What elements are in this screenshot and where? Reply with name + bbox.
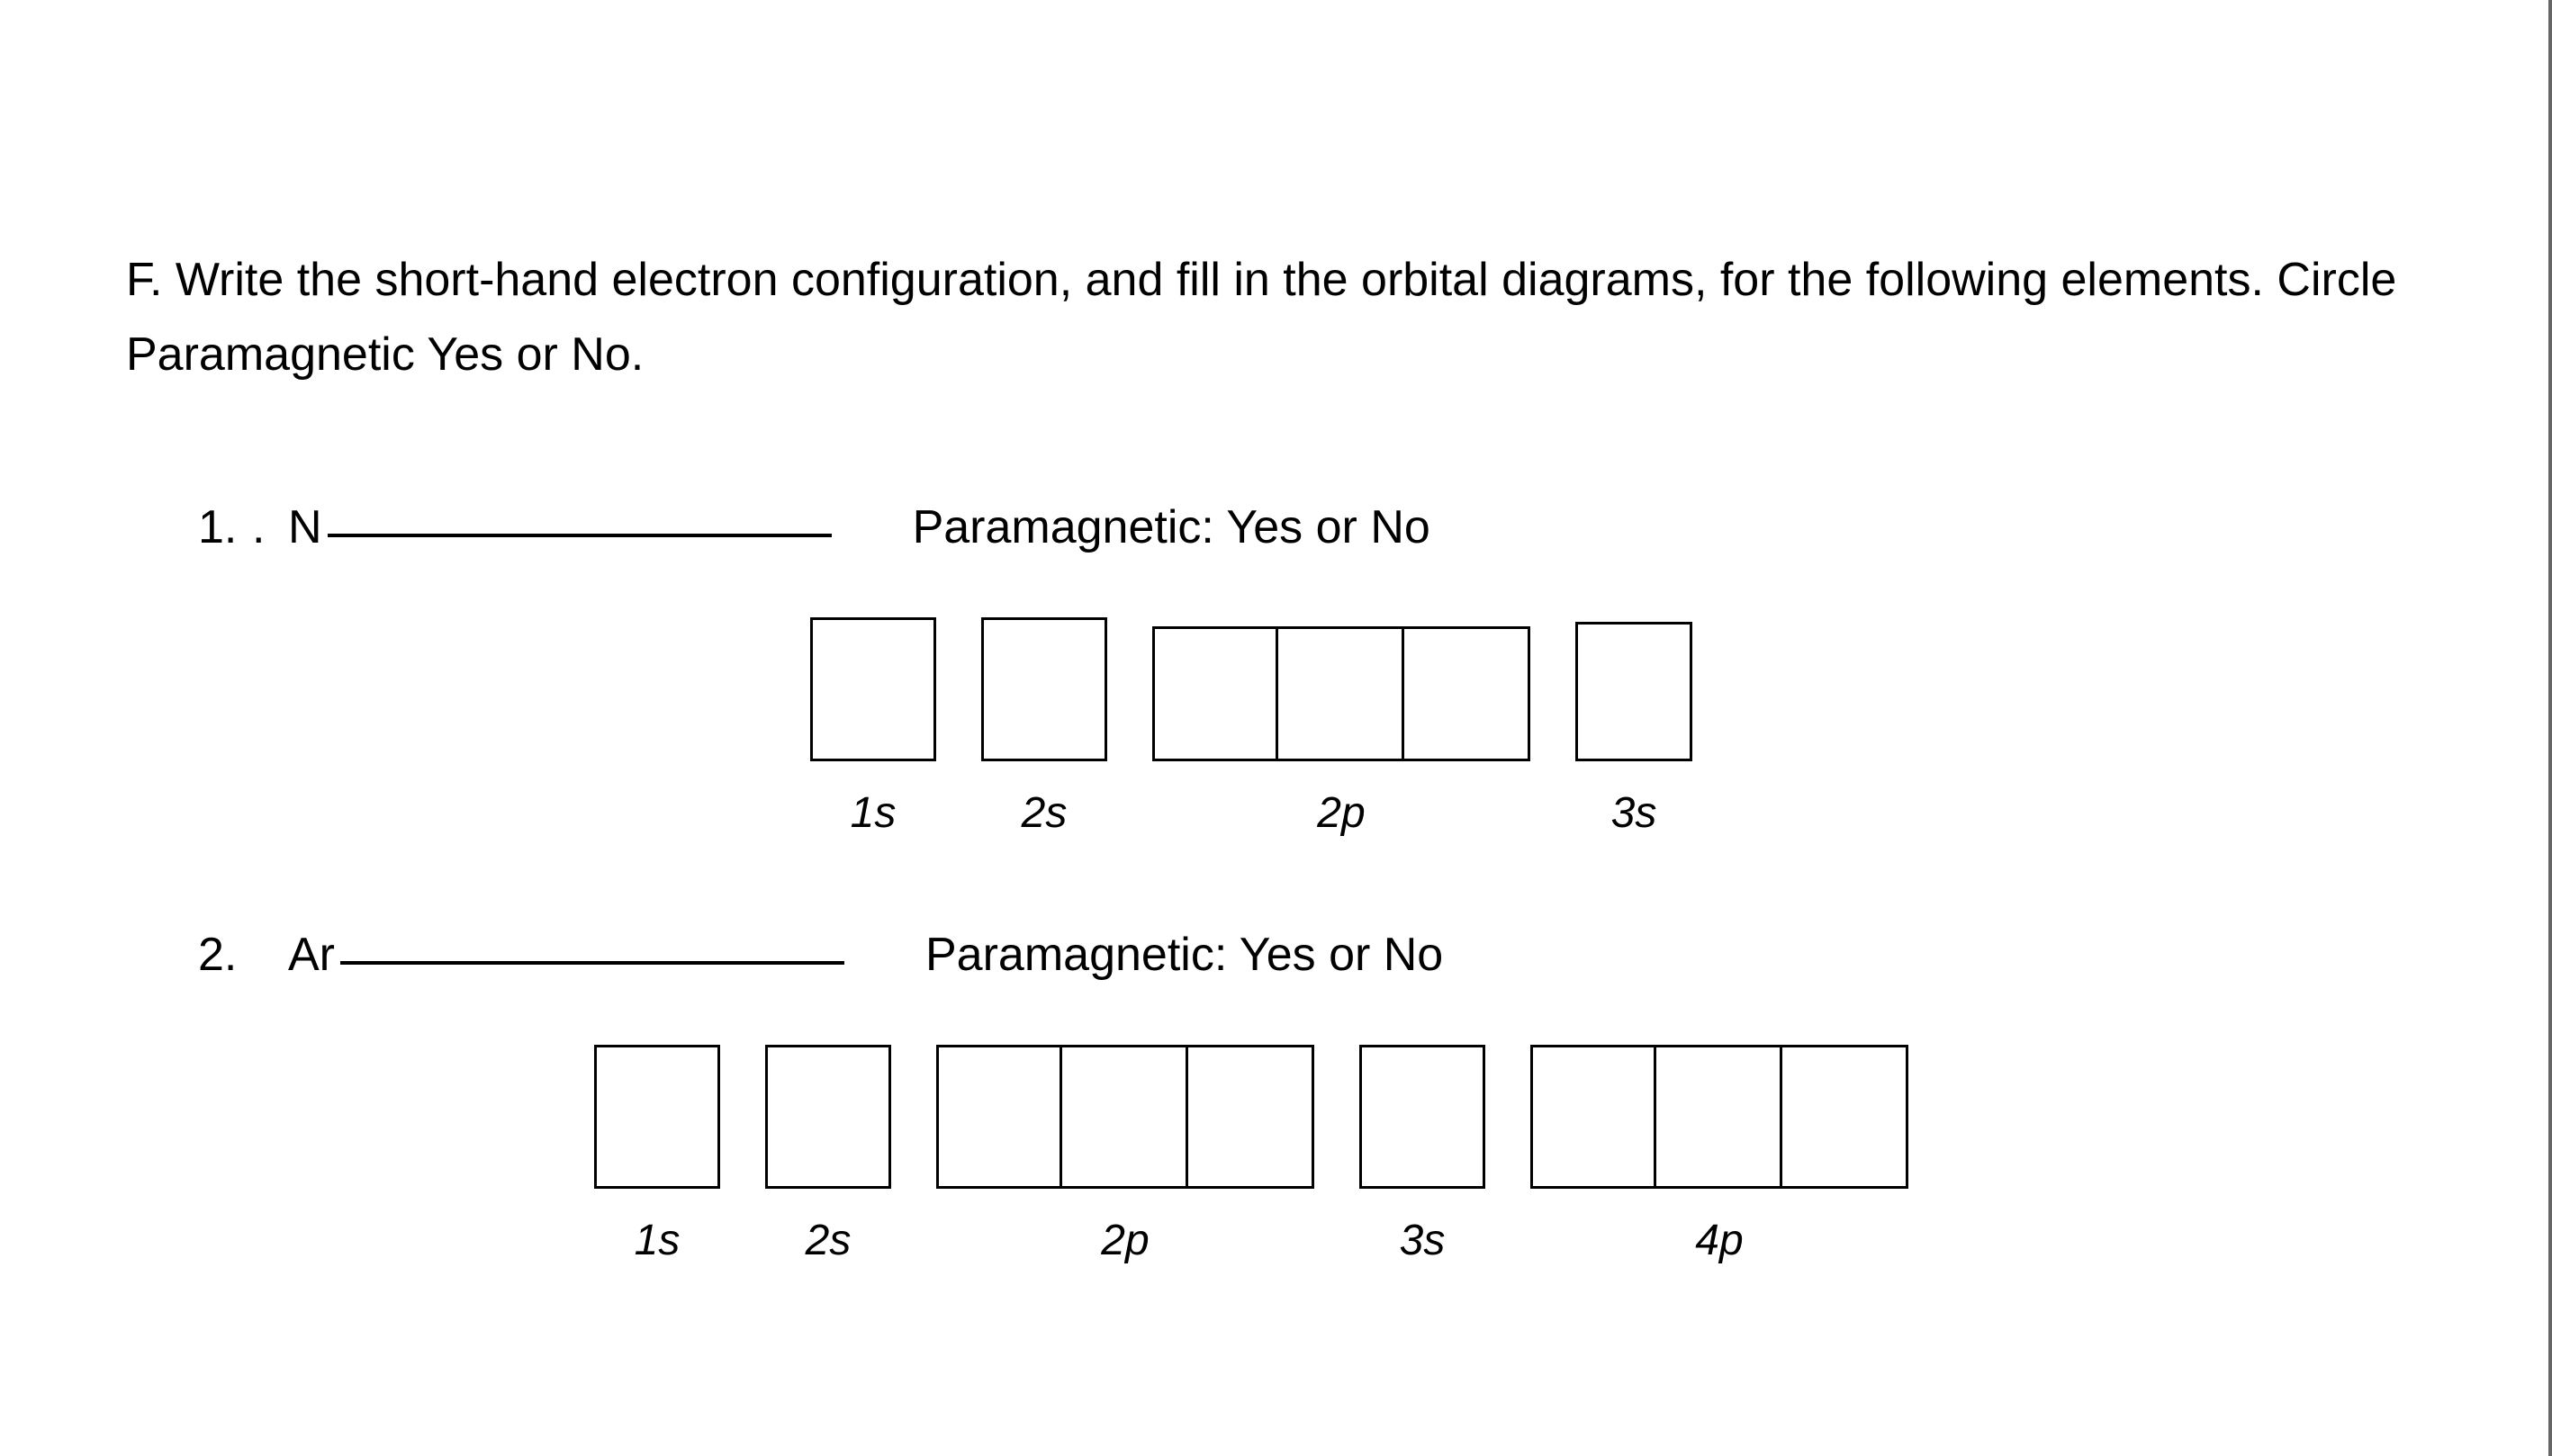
orbital-label: 2s: [1022, 788, 1068, 838]
orbital-group-1s: 1s: [810, 617, 936, 838]
orbital-group-4p: 4p: [1530, 1045, 1908, 1265]
orbital-box[interactable]: [1188, 1045, 1314, 1189]
worksheet-page: F. Write the short-hand electron configu…: [0, 0, 2552, 1456]
orbital-box[interactable]: [765, 1045, 891, 1189]
orbital-label: 2p: [1101, 1216, 1149, 1265]
problem-1-prompt: 1. . N Paramagnetic: Yes or No: [126, 500, 2422, 554]
problem-2-prompt: 2. Ar Paramagnetic: Yes or No: [126, 928, 2422, 982]
orbital-box[interactable]: [981, 617, 1107, 761]
orbital-label: 3s: [1400, 1216, 1446, 1265]
orbital-group-2s: 2s: [765, 1045, 891, 1265]
orbital-group-2p: 2p: [1152, 617, 1530, 838]
orbital-group-3s: 3s: [1359, 1045, 1485, 1265]
orbital-label: 4p: [1695, 1216, 1743, 1265]
orbital-boxes: [765, 1045, 891, 1189]
orbital-boxes: [1152, 617, 1530, 761]
orbital-diagram-1: 1s 2s 2p 3s: [126, 617, 2422, 838]
orbital-label: 1s: [851, 788, 897, 838]
orbital-group-2p: 2p: [936, 1045, 1314, 1265]
orbital-boxes: [810, 617, 936, 761]
orbital-group-3s: 3s: [1575, 617, 1692, 838]
orbital-label: 1s: [635, 1216, 681, 1265]
paramagnetic-prompt[interactable]: Paramagnetic: Yes or No: [913, 500, 1430, 554]
orbital-box[interactable]: [1530, 1045, 1656, 1189]
orbital-box[interactable]: [1404, 626, 1530, 761]
orbital-box[interactable]: [1782, 1045, 1908, 1189]
orbital-label: 2s: [806, 1216, 852, 1265]
orbital-boxes: [1530, 1045, 1908, 1189]
orbital-box[interactable]: [594, 1045, 720, 1189]
orbital-boxes: [594, 1045, 720, 1189]
element-symbol: Ar: [288, 928, 335, 982]
orbital-boxes: [1359, 1045, 1485, 1189]
config-blank[interactable]: [340, 961, 844, 965]
orbital-box[interactable]: [1656, 1045, 1782, 1189]
orbital-label: 2p: [1317, 788, 1365, 838]
problem-number: 2.: [198, 928, 252, 982]
section-letter: F.: [126, 254, 162, 306]
problem-dot: .: [252, 500, 288, 554]
orbital-boxes: [981, 617, 1107, 761]
orbital-box[interactable]: [1062, 1045, 1188, 1189]
orbital-box[interactable]: [1278, 626, 1404, 761]
problem-2: 2. Ar Paramagnetic: Yes or No 1s 2s: [126, 928, 2422, 1265]
section-instructions: F. Write the short-hand electron configu…: [126, 243, 2422, 392]
orbital-box[interactable]: [1575, 622, 1692, 761]
orbital-group-2s: 2s: [981, 617, 1107, 838]
problem-1: 1. . N Paramagnetic: Yes or No 1s 2s: [126, 500, 2422, 838]
orbital-box[interactable]: [810, 617, 936, 761]
paramagnetic-prompt[interactable]: Paramagnetic: Yes or No: [925, 928, 1443, 982]
config-blank[interactable]: [328, 534, 832, 537]
orbital-box[interactable]: [936, 1045, 1062, 1189]
orbital-box[interactable]: [1359, 1045, 1485, 1189]
orbital-boxes: [1575, 617, 1692, 761]
orbital-box[interactable]: [1152, 626, 1278, 761]
orbital-diagram-2: 1s 2s 2p 3s: [126, 1045, 2422, 1265]
orbital-boxes: [936, 1045, 1314, 1189]
orbital-label: 3s: [1611, 788, 1657, 838]
element-symbol: N: [288, 500, 322, 554]
problem-number: 1.: [198, 500, 252, 554]
instructions-text: Write the short-hand electron configurat…: [126, 254, 2396, 381]
orbital-group-1s: 1s: [594, 1045, 720, 1265]
